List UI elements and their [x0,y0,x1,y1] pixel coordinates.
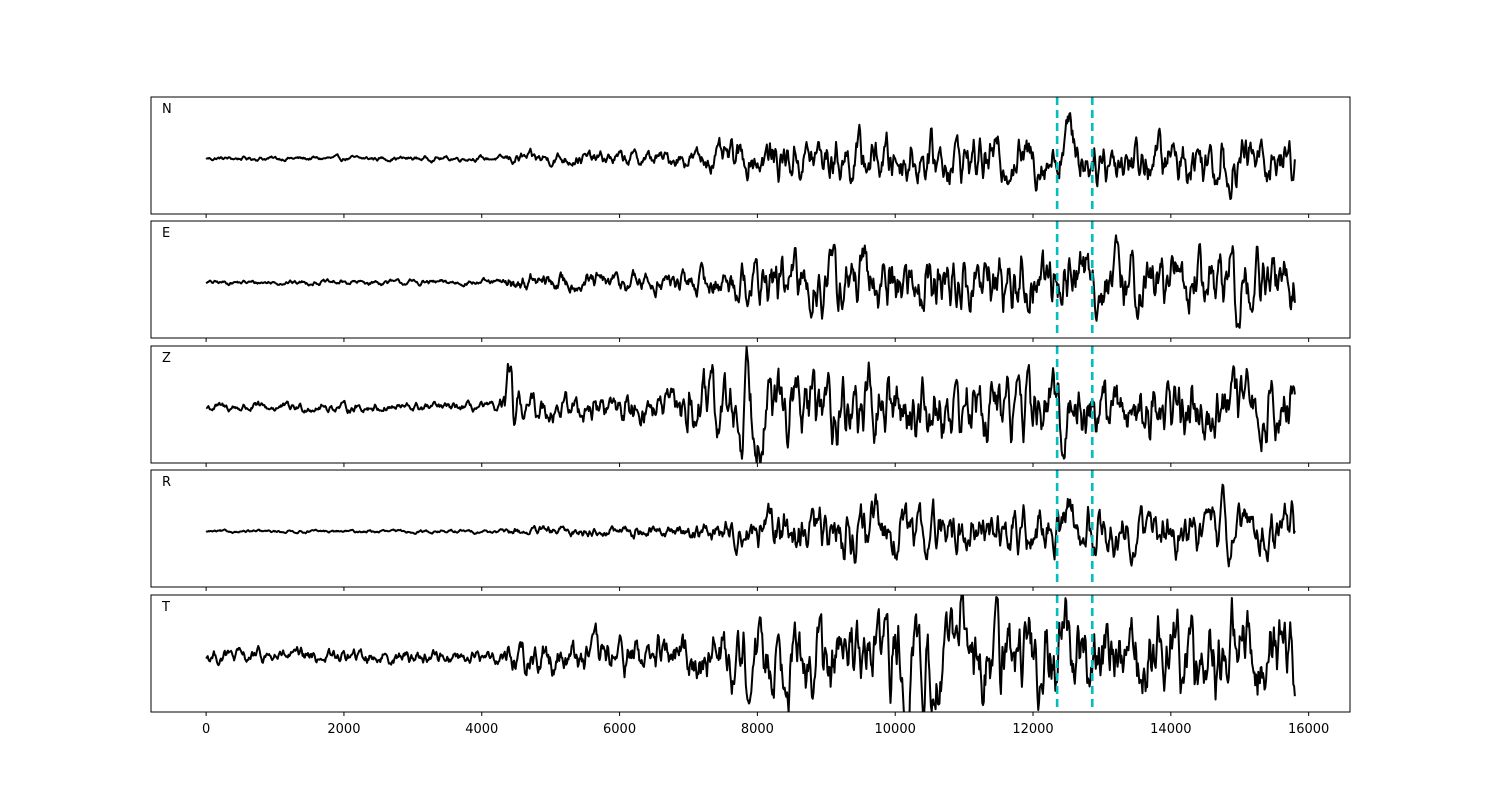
x-tick-label: 6000 [603,722,636,737]
panel-frame [150,594,1351,713]
channel-label: N [162,102,172,117]
x-tick-label: 2000 [327,722,360,737]
x-tick-label: 12000 [1012,722,1053,737]
x-tick-label: 8000 [741,722,774,737]
panel-frame [150,469,1351,588]
panel-z: Z [150,345,1351,467]
channel-label: E [162,226,170,241]
trace-t [205,595,1296,712]
trace-e [205,234,1296,329]
panel-e: E [150,220,1351,342]
panel-frame [150,96,1351,215]
panel-r: R [150,469,1351,591]
trace-z [205,346,1296,463]
x-tick-label: 10000 [875,722,916,737]
x-tick-label: 0 [202,722,210,737]
x-tick-label: 14000 [1150,722,1191,737]
panels: N E Z R T [150,96,1351,716]
channel-label: Z [162,351,171,366]
channel-label: T [161,600,170,615]
trace-n [205,112,1296,201]
panel-frame [150,220,1351,339]
x-axis: 0 2000 4000 6000 8000 10000 12000 14000 16000 [202,722,1329,737]
x-tick-label: 16000 [1288,722,1329,737]
panel-frame [150,345,1351,464]
trace-r [205,483,1296,568]
panel-t: T [150,594,1351,716]
panel-n: N [150,96,1351,218]
x-tick-label: 4000 [465,722,498,737]
channel-label: R [162,475,171,490]
